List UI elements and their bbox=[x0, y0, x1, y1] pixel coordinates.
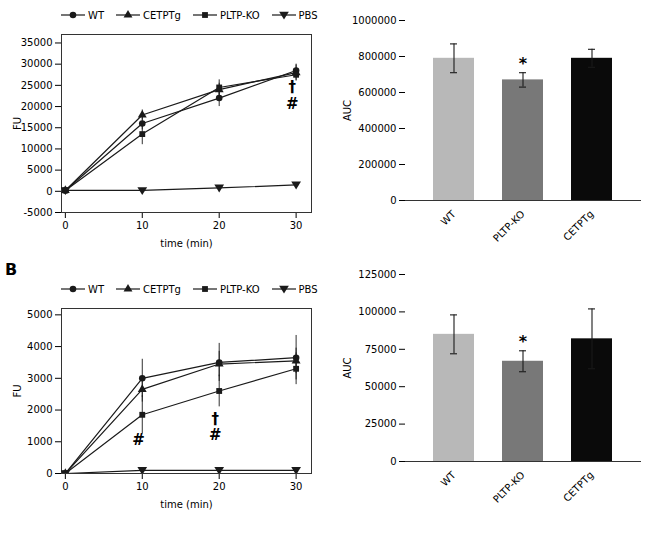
svg-text:#: # bbox=[286, 95, 299, 113]
svg-text:30: 30 bbox=[290, 481, 303, 492]
svg-text:*: * bbox=[519, 54, 528, 73]
svg-text:35000: 35000 bbox=[21, 37, 53, 48]
svg-text:10: 10 bbox=[136, 220, 149, 231]
svg-text:1000: 1000 bbox=[27, 436, 52, 447]
svg-text:0: 0 bbox=[46, 186, 52, 197]
svg-text:0: 0 bbox=[390, 456, 396, 467]
svg-text:PLTP-KO: PLTP-KO bbox=[491, 469, 527, 505]
html-text:B: B bbox=[5, 260, 18, 279]
html-text:CETPTg: CETPTg bbox=[143, 283, 181, 295]
svg-text:0: 0 bbox=[46, 468, 52, 479]
html-text:PLTP-KO: PLTP-KO bbox=[219, 9, 260, 21]
svg-text:30000: 30000 bbox=[21, 58, 53, 69]
svg-text:10000: 10000 bbox=[21, 143, 53, 154]
svg-text:AUC: AUC bbox=[342, 357, 353, 378]
html-text:PBS: PBS bbox=[298, 283, 318, 295]
html-text:WT: WT bbox=[88, 283, 104, 295]
html-text:WT: WT bbox=[88, 9, 104, 21]
svg-text:15000: 15000 bbox=[21, 122, 53, 133]
svg-text:0: 0 bbox=[62, 481, 68, 492]
html-text:PLTP-KO: PLTP-KO bbox=[219, 283, 260, 295]
svg-text:5000: 5000 bbox=[27, 309, 52, 320]
svg-text:AUC: AUC bbox=[342, 100, 353, 121]
svg-text:-5000: -5000 bbox=[23, 207, 52, 218]
svg-text:3000: 3000 bbox=[27, 373, 52, 384]
svg-text:50000: 50000 bbox=[365, 381, 397, 392]
svg-text:100000: 100000 bbox=[358, 306, 396, 317]
svg-text:2000: 2000 bbox=[27, 404, 52, 415]
svg-text:WT: WT bbox=[439, 469, 459, 489]
svg-text:time (min): time (min) bbox=[160, 499, 213, 510]
html-text:CETPTg: CETPTg bbox=[143, 9, 181, 21]
svg-text:10: 10 bbox=[136, 481, 149, 492]
svg-text:600000: 600000 bbox=[358, 87, 396, 98]
svg-text:#: # bbox=[209, 426, 222, 444]
svg-text:PLTP-KO: PLTP-KO bbox=[491, 208, 527, 244]
svg-text:FU: FU bbox=[12, 384, 23, 397]
svg-text:CETPTg: CETPTg bbox=[561, 208, 596, 243]
svg-text:1000000: 1000000 bbox=[352, 15, 397, 26]
svg-text:5000: 5000 bbox=[27, 164, 52, 175]
html-text:PBS: PBS bbox=[298, 9, 318, 21]
svg-text:75000: 75000 bbox=[365, 344, 397, 355]
svg-text:0: 0 bbox=[390, 195, 396, 206]
svg-text:200000: 200000 bbox=[358, 159, 396, 170]
svg-text:800000: 800000 bbox=[358, 51, 396, 62]
svg-text:*: * bbox=[519, 332, 528, 351]
svg-text:20: 20 bbox=[213, 220, 226, 231]
svg-text:FU: FU bbox=[12, 117, 23, 130]
svg-text:4000: 4000 bbox=[27, 341, 52, 352]
svg-text:25000: 25000 bbox=[365, 418, 397, 429]
svg-text:25000: 25000 bbox=[21, 80, 53, 91]
svg-text:time (min): time (min) bbox=[160, 238, 213, 249]
svg-text:†: † bbox=[289, 78, 297, 96]
svg-text:125000: 125000 bbox=[358, 269, 396, 280]
svg-text:400000: 400000 bbox=[358, 123, 396, 134]
svg-text:0: 0 bbox=[62, 220, 68, 231]
svg-text:WT: WT bbox=[439, 208, 459, 228]
svg-text:30: 30 bbox=[290, 220, 303, 231]
svg-text:#: # bbox=[132, 431, 145, 449]
svg-text:CETPTg: CETPTg bbox=[561, 469, 596, 504]
svg-text:20000: 20000 bbox=[21, 101, 53, 112]
svg-text:20: 20 bbox=[213, 481, 226, 492]
